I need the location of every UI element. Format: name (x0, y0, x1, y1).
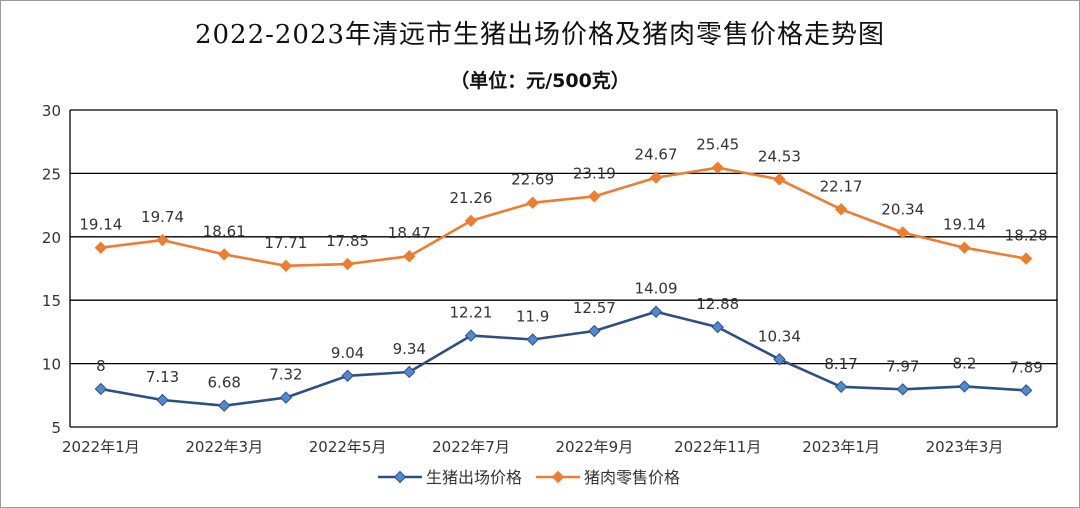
x-tick-label: 2022年9月 (555, 438, 633, 456)
data-label: 21.26 (449, 189, 492, 207)
data-label: 7.32 (269, 366, 302, 384)
y-tick-label: 20 (42, 229, 61, 247)
data-label: 8.17 (824, 355, 857, 373)
data-label: 22.17 (820, 177, 863, 195)
data-label: 6.68 (208, 374, 241, 392)
x-tick-label: 2022年5月 (309, 438, 387, 456)
data-label: 18.28 (1005, 227, 1048, 245)
data-point-marker (156, 233, 169, 247)
data-label: 24.67 (635, 146, 678, 164)
data-label: 17.71 (264, 234, 307, 252)
data-label: 14.09 (635, 280, 678, 298)
data-point-marker (403, 365, 416, 379)
data-point-marker (341, 257, 354, 271)
chart-subtitle: （单位：元/500克） (450, 70, 630, 92)
data-point-marker (526, 333, 539, 346)
data-label: 18.61 (203, 222, 246, 240)
data-label: 9.04 (331, 344, 364, 362)
data-point-marker (464, 329, 478, 342)
data-point-marker (711, 320, 724, 334)
data-label: 25.45 (696, 136, 739, 154)
data-label: 9.34 (393, 340, 426, 358)
data-labels: 8 7.13 6.68 7.32 9.04 9.34 12.21 11.9 12.57 14.09… (79, 136, 1047, 392)
data-point-marker (218, 399, 231, 412)
data-label: 10.34 (758, 327, 801, 345)
y-axis: 5 10 15 20 25 30 (42, 102, 61, 437)
x-tick-label: 2022年7月 (432, 438, 510, 456)
data-point-marker (958, 241, 971, 254)
x-tick-label: 2022年3月 (185, 438, 263, 456)
data-label: 17.85 (326, 232, 369, 250)
data-label: 19.14 (943, 216, 986, 234)
legend-label: 生猪出场价格 (426, 468, 522, 487)
data-point-marker (958, 380, 971, 393)
legend-marker (393, 470, 407, 484)
data-point-marker (279, 259, 293, 273)
grid-lines (69, 109, 1058, 428)
data-point-marker (94, 382, 108, 396)
data-point-marker (896, 226, 909, 239)
data-point-marker (896, 383, 909, 396)
data-point-marker (1019, 384, 1033, 397)
y-tick-label: 10 (42, 356, 61, 374)
data-label: 12.88 (696, 295, 739, 313)
data-label: 12.57 (573, 299, 616, 317)
data-point-marker (834, 380, 848, 394)
x-axis: 2022年1月 2022年3月 2022年5月 2022年7月 2022年9月 2022年… (62, 438, 1003, 456)
data-point-marker (1019, 252, 1033, 265)
data-label: 7.89 (1009, 358, 1042, 376)
x-tick-label: 2023年3月 (926, 438, 1004, 456)
series-line-1 (100, 166, 1027, 268)
x-tick-label: 2023年1月 (802, 438, 880, 456)
data-label: 7.13 (146, 368, 179, 386)
data-label: 18.47 (388, 224, 431, 242)
data-point-marker (526, 196, 539, 209)
data-label: 7.97 (886, 357, 919, 375)
data-label: 22.69 (511, 171, 554, 189)
data-label: 19.14 (79, 216, 122, 234)
y-tick-label: 5 (51, 419, 61, 437)
data-label: 12.21 (449, 304, 492, 322)
data-label: 20.34 (881, 200, 924, 218)
data-point-marker (773, 173, 786, 186)
data-label: 8 (96, 357, 106, 375)
data-point-marker (403, 249, 416, 263)
series-line-0 (100, 310, 1027, 408)
data-point-marker (588, 190, 601, 203)
data-point-marker (218, 248, 231, 261)
data-point-marker (834, 203, 848, 216)
data-point-marker (588, 324, 601, 338)
data-point-marker (773, 353, 786, 366)
legend-label: 猪肉零售价格 (584, 468, 680, 487)
data-label: 23.19 (573, 164, 616, 182)
data-point-marker (156, 393, 169, 407)
data-label: 19.74 (141, 208, 184, 226)
chart-title: 2022-2023年清远市生猪出场价格及猪肉零售价格走势图 (194, 20, 886, 50)
data-point-marker (464, 214, 478, 228)
data-label: 24.53 (758, 147, 801, 165)
data-point-marker (94, 241, 108, 254)
legend-marker (551, 470, 565, 484)
data-point-marker (649, 171, 663, 184)
y-tick-label: 30 (42, 102, 61, 120)
data-point-marker (341, 369, 354, 382)
series-group (94, 161, 1033, 412)
x-tick-label: 2022年1月 (62, 438, 140, 456)
y-tick-label: 15 (42, 292, 61, 310)
data-label: 11.9 (516, 308, 549, 326)
x-tick-label: 2022年11月 (674, 438, 761, 456)
y-tick-label: 25 (42, 165, 61, 183)
data-label: 8.2 (953, 354, 977, 372)
legend: 生猪出场价格 猪肉零售价格 (378, 468, 680, 487)
data-point-marker (711, 161, 724, 174)
data-point-marker (279, 391, 293, 404)
data-point-marker (649, 305, 663, 318)
